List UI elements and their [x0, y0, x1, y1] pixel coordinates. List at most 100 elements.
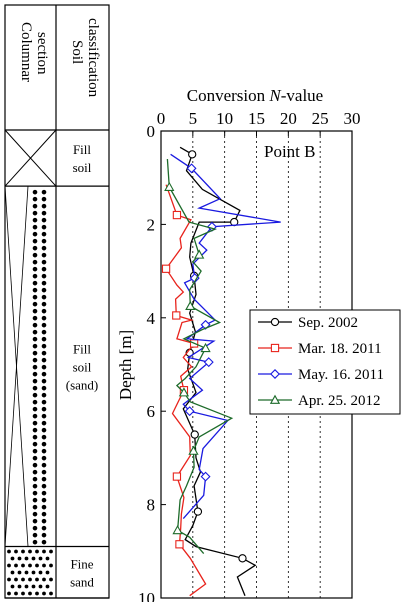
soil-dot [33, 456, 38, 461]
soil-dot [33, 225, 38, 230]
soil-dot [32, 571, 36, 575]
soil-dot [33, 442, 38, 447]
series-1-point-25 [176, 541, 183, 548]
soil-dot [42, 309, 47, 314]
soil-dot [33, 260, 38, 265]
legend-label-3: Apr. 25. 2012 [298, 393, 381, 409]
soil-dot [33, 463, 38, 468]
soil-dot [42, 379, 47, 384]
soil-dot [42, 274, 47, 279]
soil-dot [42, 550, 46, 554]
soil-dot [42, 204, 47, 209]
soil-dot [35, 578, 39, 582]
soil-dot [33, 274, 38, 279]
soil-dot [42, 484, 47, 489]
legend-marker-0 [271, 318, 278, 325]
soil-dot [33, 477, 38, 482]
soil-dot [33, 267, 38, 272]
soil-dot [33, 519, 38, 524]
soil-dot [7, 550, 11, 554]
soil-dot [11, 585, 15, 589]
soil-dot [42, 491, 47, 496]
soil-dot [42, 330, 47, 335]
soil-dot [33, 190, 38, 195]
y-tick-label-10: 10 [138, 589, 155, 602]
soil-dot [42, 512, 47, 517]
soil-dot [33, 239, 38, 244]
series-0-point-1 [189, 151, 196, 158]
soil-dot [33, 386, 38, 391]
soil-dot [33, 470, 38, 475]
soil-dot [28, 550, 32, 554]
soil-classification-header-line2: classification [85, 18, 101, 98]
legend-label-0: Sep. 2002 [298, 315, 358, 331]
soil-dot [33, 316, 38, 321]
soil-dot [42, 225, 47, 230]
soil-dot [7, 564, 11, 568]
soil-dot [14, 564, 18, 568]
soil-dot [42, 407, 47, 412]
soil-dot [14, 592, 18, 596]
soil-dot [42, 197, 47, 202]
soil-dot [33, 337, 38, 342]
soil-dot [49, 592, 53, 596]
soil-dot [42, 386, 47, 391]
soil-dot [42, 344, 47, 349]
soil-dot [21, 564, 25, 568]
soil-dot [35, 592, 39, 596]
x-tick-label-10: 10 [216, 109, 233, 128]
x-tick-label-30: 30 [344, 109, 361, 128]
soil-dot [42, 421, 47, 426]
soil-dot [42, 246, 47, 251]
soil-dot [33, 218, 38, 223]
soil-dot [42, 351, 47, 356]
soil-dot [42, 578, 46, 582]
soil-dot [33, 344, 38, 349]
soil-dot [42, 337, 47, 342]
soil-dot [33, 330, 38, 335]
soil-dot [42, 564, 46, 568]
soil-classification-header-line1: Soil [69, 40, 85, 64]
soil-dot [25, 557, 29, 561]
legend-label-1: Mar. 18. 2011 [298, 341, 382, 357]
point-annotation: Point B [264, 142, 316, 161]
soil-dot [42, 449, 47, 454]
chart-title-suffix: -value [281, 86, 323, 105]
soil-dot [18, 585, 22, 589]
soil-dot [42, 456, 47, 461]
soil-dot [49, 578, 53, 582]
soil-dot [33, 323, 38, 328]
y-tick-label-0: 0 [147, 122, 156, 141]
soil-dot [46, 557, 50, 561]
soil-dot [42, 463, 47, 468]
soil-dot [42, 477, 47, 482]
soil-dot [39, 571, 43, 575]
x-tick-label-20: 20 [280, 109, 297, 128]
y-tick-label-6: 6 [147, 402, 156, 421]
soil-dot [49, 564, 53, 568]
soil-layer-label-2-0: Fine [70, 556, 93, 571]
soil-dot [33, 393, 38, 398]
soil-dot [42, 393, 47, 398]
soil-dot [42, 323, 47, 328]
soil-dot [33, 449, 38, 454]
soil-dot [18, 571, 22, 575]
y-tick-label-8: 8 [147, 496, 156, 515]
soil-dot [42, 288, 47, 293]
y-axis-label: Depth [m] [116, 330, 135, 400]
soil-layer-label-2-1: sand [70, 574, 94, 589]
soil-dot [42, 295, 47, 300]
soil-dot [33, 288, 38, 293]
soil-dot [42, 372, 47, 377]
soil-dot [33, 358, 38, 363]
x-tick-label-0: 0 [157, 109, 166, 128]
legend-marker-1 [271, 344, 278, 351]
soil-dot [7, 592, 11, 596]
series-0-point-25 [239, 555, 246, 562]
soil-dot [42, 239, 47, 244]
soil-dot [33, 533, 38, 538]
soil-layer-label-1-2: (sand) [66, 377, 99, 392]
soil-dot [11, 571, 15, 575]
soil-dot [33, 281, 38, 286]
